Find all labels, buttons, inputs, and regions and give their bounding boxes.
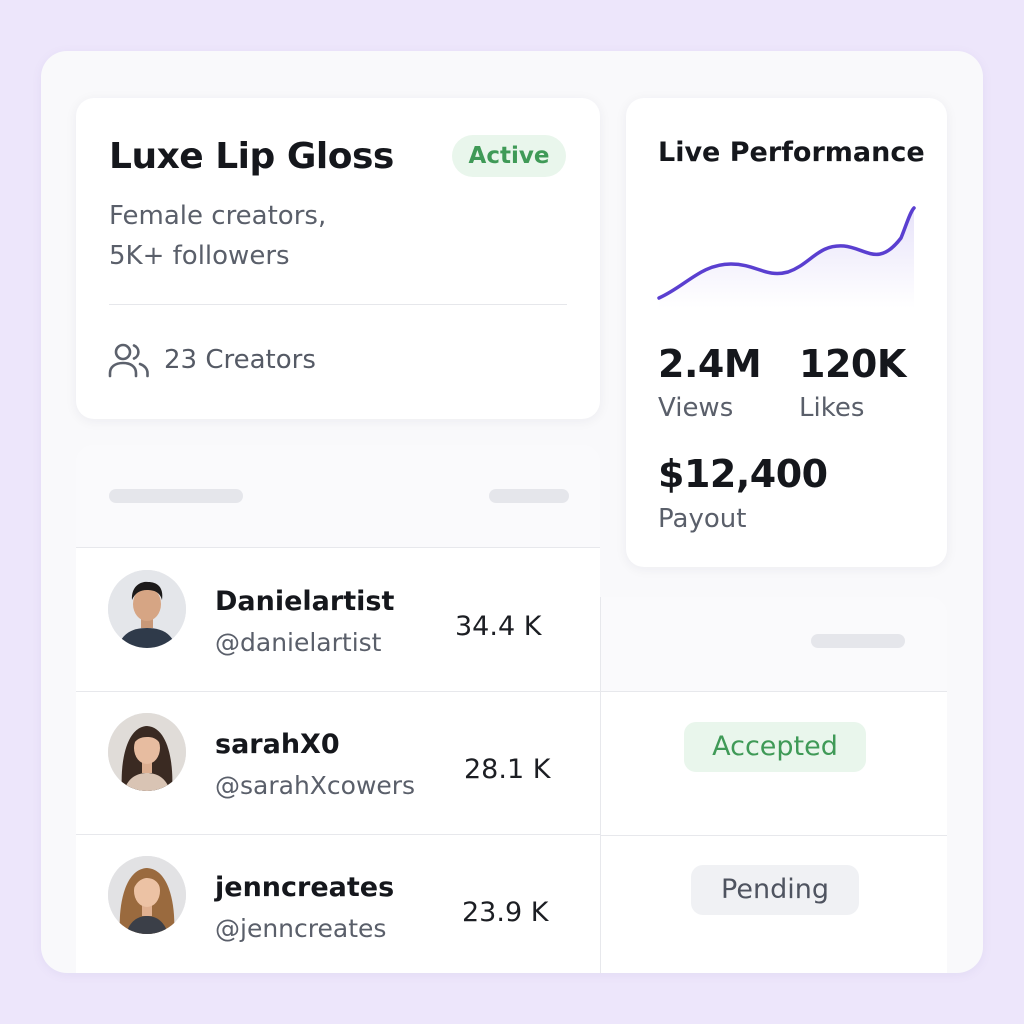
status-cell: Accepted xyxy=(601,692,947,836)
status-column: Accepted Pending xyxy=(601,597,947,973)
table-row[interactable]: Danielartist @danielartist 34.4 K xyxy=(76,548,600,692)
likes-label: Likes xyxy=(799,393,865,423)
views-label: Views xyxy=(658,393,734,423)
status-cell: Pending xyxy=(601,835,947,973)
creator-followers: 23.9 K xyxy=(462,897,549,928)
users-icon xyxy=(108,342,150,378)
card-divider xyxy=(109,304,567,305)
views-value: 2.4M xyxy=(658,342,762,386)
campaign-status-badge: Active xyxy=(452,135,566,177)
payout-value: $12,400 xyxy=(658,452,828,496)
creator-name: jenncreates xyxy=(215,872,395,903)
live-performance-card: Live Performance 2.4M Views 120K Likes $… xyxy=(626,98,947,567)
target-line-1: Female creators, xyxy=(109,201,327,231)
dashboard-frame: Luxe Lip Gloss Active Female creators, 5… xyxy=(41,51,983,973)
table-row[interactable]: sarahX0 @sarahXcowers 28.1 K xyxy=(76,691,600,835)
header-placeholder-bar xyxy=(109,489,243,503)
creator-name: Danielartist xyxy=(215,586,395,617)
avatar xyxy=(108,856,186,934)
avatar xyxy=(108,713,186,791)
table-header xyxy=(76,445,600,548)
pending-status-badge[interactable]: Pending xyxy=(691,865,859,915)
creator-handle: @sarahXcowers xyxy=(215,771,416,800)
likes-value: 120K xyxy=(799,342,906,386)
creators-count-row[interactable]: 23 Creators xyxy=(108,342,316,378)
table-row[interactable]: jenncreates @jenncreates 23.9 K xyxy=(76,834,600,973)
creator-followers: 34.4 K xyxy=(455,611,542,642)
campaign-target-audience: Female creators, 5K+ followers xyxy=(109,196,409,276)
trend-area xyxy=(659,208,914,308)
creator-handle: @danielartist xyxy=(215,628,382,657)
creators-count-label: 23 Creators xyxy=(164,345,316,375)
campaign-card[interactable]: Luxe Lip Gloss Active Female creators, 5… xyxy=(76,98,600,419)
payout-label: Payout xyxy=(658,504,747,534)
trend-line xyxy=(657,206,916,300)
accepted-status-badge[interactable]: Accepted xyxy=(684,722,866,772)
performance-trend-chart xyxy=(657,206,916,308)
target-line-2: 5K+ followers xyxy=(109,241,290,271)
status-header xyxy=(601,597,947,692)
header-placeholder-bar xyxy=(489,489,569,503)
creators-table: Danielartist @danielartist 34.4 K sarahX… xyxy=(76,445,600,973)
creator-followers: 28.1 K xyxy=(464,754,551,785)
campaign-title: Luxe Lip Gloss xyxy=(109,136,394,177)
header-placeholder-bar xyxy=(811,634,905,648)
column-separator xyxy=(600,597,601,973)
performance-title: Live Performance xyxy=(658,137,925,168)
avatar xyxy=(108,570,186,648)
creator-name: sarahX0 xyxy=(215,729,340,760)
creator-handle: @jenncreates xyxy=(215,914,387,943)
